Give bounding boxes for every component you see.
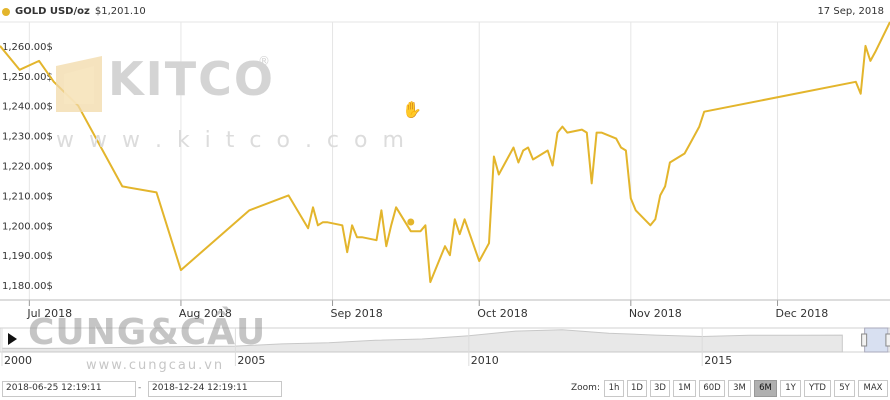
y-tick-label: 1,220.00$ xyxy=(2,161,53,172)
y-tick-label: 1,190.00$ xyxy=(2,251,53,262)
play-icon[interactable] xyxy=(8,333,17,345)
navigator-year-label: 2010 xyxy=(471,354,499,367)
zoom-1m-button[interactable]: 1M xyxy=(673,380,696,397)
overlay-watermark-brand: CUNG&CẦU xyxy=(28,312,267,353)
zoom-3d-button[interactable]: 3D xyxy=(650,380,670,397)
navigator-selection xyxy=(864,327,889,353)
tooltip-date: 17 Sep, 2018 xyxy=(817,6,884,17)
zoom-5y-button[interactable]: 5Y xyxy=(834,380,855,397)
hover-point xyxy=(407,218,415,226)
x-tick-label: Nov 2018 xyxy=(629,307,682,320)
navigator-year-label: 2015 xyxy=(704,354,732,367)
series-name: GOLD USD/oz xyxy=(15,6,90,17)
kitco-logo-icon xyxy=(56,56,102,112)
y-tick-label: 1,210.00$ xyxy=(2,191,53,202)
y-axis: 1,180.00$ 1,190.00$ 1,200.00$ 1,210.00$ 1,22… xyxy=(2,42,53,292)
x-tick-label: Jul 2018 xyxy=(26,307,72,320)
navigator-left-handle xyxy=(861,333,868,347)
y-tick-label: 1,180.00$ xyxy=(2,281,53,292)
y-tick-label: 1,230.00$ xyxy=(2,132,53,143)
zoom-1h-button[interactable]: 1h xyxy=(604,380,624,397)
zoom-6m-button[interactable]: 6M xyxy=(754,380,777,397)
range-separator: - xyxy=(138,383,142,393)
zoom-max-button[interactable]: MAX xyxy=(858,380,888,397)
navigator[interactable]: 2000 2005 2010 2015 xyxy=(0,327,890,367)
grid xyxy=(0,21,890,300)
watermark-registered: ® xyxy=(258,54,270,68)
navigator-year-label: 2000 xyxy=(4,354,32,367)
x-tick-label: Dec 2018 xyxy=(776,307,829,320)
range-to-input[interactable]: 2018-12-24 12:19:11 xyxy=(148,381,282,397)
watermark-brand: KITCO xyxy=(108,52,276,106)
watermark-url: w w w . k i t c o . c o m xyxy=(56,128,408,153)
y-tick-label: 1,200.00$ xyxy=(2,221,53,232)
navigator-history-area xyxy=(1,329,843,353)
legend-marker-icon xyxy=(2,7,10,16)
x-tick-label: Sep 2018 xyxy=(331,307,383,320)
x-tick-label: Aug 2018 xyxy=(179,307,232,320)
series-layer xyxy=(0,21,890,284)
y-tick-label: 1,260.00$ xyxy=(2,42,53,53)
navigator-year-label: 2005 xyxy=(237,354,265,367)
current-price: $1,201.10 xyxy=(94,6,146,17)
navigator-right-handle xyxy=(885,333,890,347)
hand-cursor-icon: ✋ xyxy=(402,100,422,119)
x-tick-label: Oct 2018 xyxy=(477,307,528,320)
overlay-watermark-url: www.cungcau.vn xyxy=(86,358,225,373)
zoom-60d-button[interactable]: 60D xyxy=(699,380,725,397)
series-line xyxy=(0,21,890,284)
zoom-1d-button[interactable]: 1D xyxy=(627,380,647,397)
legend: GOLD USD/oz $1,201.10 xyxy=(2,6,146,17)
zoom-label: Zoom: xyxy=(571,383,600,393)
x-axis: Jul 2018 Aug 2018 Sep 2018 Oct 2018 Nov 2018… xyxy=(0,299,890,320)
zoom-3m-button[interactable]: 3M xyxy=(728,380,751,397)
zoom-ytd-button[interactable]: YTD xyxy=(804,380,831,397)
zoom-1y-button[interactable]: 1Y xyxy=(780,380,801,397)
y-tick-label: 1,240.00$ xyxy=(2,102,53,113)
y-tick-label: 1,250.00$ xyxy=(2,72,53,83)
range-from-input[interactable]: 2018-06-25 12:19:11 xyxy=(2,381,136,397)
